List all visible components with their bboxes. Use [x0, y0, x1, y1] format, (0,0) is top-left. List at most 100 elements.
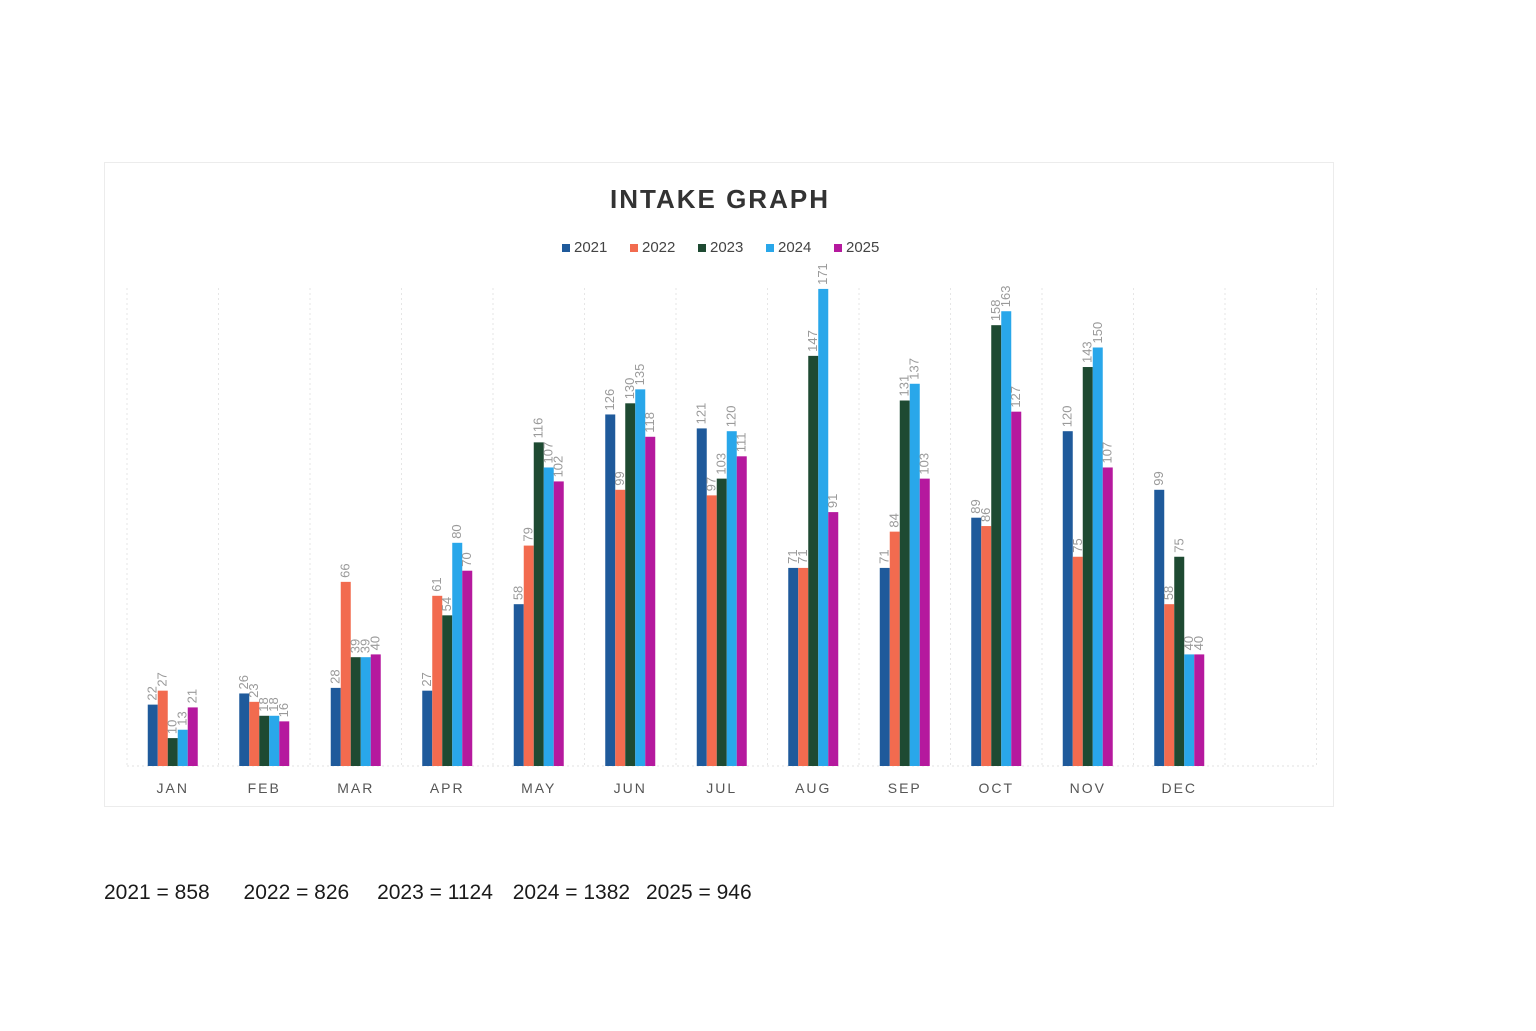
bar-sep-2024 — [909, 383, 920, 766]
bar-apr-2025 — [462, 570, 473, 766]
bar-may-2024 — [543, 467, 554, 766]
value-label-sep-2023: 131 — [897, 375, 912, 397]
value-label-feb-2023: 18 — [256, 697, 271, 711]
value-label-aug-2023: 147 — [805, 330, 820, 352]
value-label-feb-2021: 26 — [236, 675, 251, 689]
bar-jan-2025 — [187, 707, 198, 766]
bar-dec-2024 — [1184, 654, 1195, 766]
bar-sep-2023 — [899, 400, 910, 766]
value-label-jan-2021: 22 — [145, 686, 160, 700]
bar-oct-2025 — [1011, 411, 1022, 766]
value-label-apr-2024: 80 — [449, 524, 464, 538]
bar-apr-2022 — [432, 595, 443, 766]
value-label-mar-2025: 40 — [368, 636, 383, 650]
value-label-feb-2024: 18 — [266, 697, 281, 711]
x-tick-aug: AUG — [795, 780, 831, 796]
bar-oct-2023 — [991, 325, 1002, 766]
bar-aug-2023 — [808, 355, 819, 766]
x-tick-apr: APR — [430, 780, 465, 796]
bar-oct-2022 — [981, 526, 992, 766]
legend-label-2023: 2023 — [710, 239, 743, 256]
bar-apr-2024 — [452, 542, 463, 766]
value-label-jun-2021: 126 — [602, 389, 617, 411]
bar-mar-2022 — [340, 581, 351, 766]
bar-jan-2023 — [167, 738, 178, 766]
bar-oct-2024 — [1001, 311, 1012, 766]
legend-swatch-2023 — [698, 244, 706, 252]
bar-nov-2021 — [1062, 431, 1073, 766]
value-label-sep-2025: 103 — [917, 453, 932, 475]
bar-jul-2023 — [716, 478, 727, 766]
x-tick-dec: DEC — [1161, 780, 1197, 796]
bar-mar-2025 — [370, 654, 381, 766]
bar-nov-2024 — [1092, 347, 1103, 766]
chart-value-labels: 2227101321262318181628663939402761548070… — [145, 263, 1207, 734]
bar-mar-2023 — [350, 657, 361, 766]
value-label-aug-2021: 71 — [785, 549, 800, 563]
legend-label-2022: 2022 — [642, 239, 675, 256]
value-label-sep-2021: 71 — [877, 549, 892, 563]
bar-jun-2023 — [625, 403, 636, 766]
value-label-dec-2023: 75 — [1171, 538, 1186, 552]
value-label-aug-2024: 171 — [815, 263, 830, 285]
value-label-oct-2022: 86 — [978, 508, 993, 522]
bar-dec-2025 — [1194, 654, 1205, 766]
yearly-totals: 2021 = 858 2022 = 826 2023 = 1124 2024 =… — [104, 881, 752, 905]
value-label-apr-2025: 70 — [459, 552, 474, 566]
bar-aug-2022 — [798, 567, 809, 766]
bar-jun-2021 — [605, 414, 616, 766]
value-label-jan-2022: 27 — [155, 672, 170, 686]
bar-jan-2022 — [157, 690, 168, 766]
bar-mar-2021 — [330, 687, 341, 766]
value-label-nov-2022: 75 — [1070, 538, 1085, 552]
bar-apr-2021 — [422, 690, 433, 766]
bar-jun-2025 — [645, 436, 656, 766]
bar-dec-2023 — [1174, 556, 1185, 766]
bar-may-2025 — [553, 481, 564, 766]
legend-swatch-2022 — [630, 244, 638, 252]
bar-apr-2023 — [442, 615, 453, 766]
bar-jan-2021 — [147, 704, 158, 766]
value-label-sep-2022: 84 — [887, 513, 902, 527]
total-2022: 2022 = 826 — [243, 881, 350, 904]
bar-feb-2021 — [239, 693, 250, 766]
value-label-may-2023: 116 — [531, 418, 546, 439]
x-tick-sep: SEP — [888, 780, 922, 796]
value-label-oct-2025: 127 — [1008, 386, 1023, 408]
bar-feb-2023 — [259, 715, 270, 766]
value-label-jun-2023: 130 — [622, 378, 637, 400]
value-label-nov-2024: 150 — [1090, 322, 1105, 344]
bar-sep-2025 — [919, 478, 930, 766]
bar-aug-2021 — [788, 567, 799, 766]
x-tick-feb: FEB — [248, 780, 281, 796]
value-label-oct-2023: 158 — [988, 299, 1003, 321]
value-label-aug-2022: 71 — [795, 549, 810, 563]
value-label-mar-2022: 66 — [338, 563, 353, 577]
total-2024: 2024 = 1382 — [512, 881, 631, 904]
value-label-apr-2021: 27 — [419, 672, 434, 686]
value-label-dec-2025: 40 — [1191, 636, 1206, 650]
x-tick-oct: OCT — [978, 780, 1014, 796]
value-label-dec-2024: 40 — [1181, 636, 1196, 650]
legend-swatch-2024 — [766, 244, 774, 252]
chart-legend: 2021 2022 2023 2024 2025 — [562, 239, 879, 256]
value-label-jan-2025: 21 — [185, 689, 200, 703]
chart-bars — [147, 288, 1205, 766]
value-label-apr-2023: 54 — [439, 597, 454, 611]
bar-may-2021 — [513, 604, 524, 766]
x-tick-may: MAY — [521, 780, 556, 796]
bar-jun-2022 — [615, 489, 626, 766]
value-label-may-2024: 107 — [541, 442, 556, 464]
bar-feb-2022 — [249, 701, 260, 766]
legend-swatch-2021 — [562, 244, 570, 252]
value-label-dec-2021: 99 — [1151, 471, 1166, 485]
value-label-jul-2022: 97 — [704, 477, 719, 491]
bar-jun-2024 — [635, 389, 646, 766]
bar-jan-2024 — [177, 729, 188, 766]
value-label-jul-2025: 111 — [734, 433, 749, 453]
x-tick-jul: JUL — [706, 780, 737, 796]
legend-swatch-2025 — [834, 244, 842, 252]
value-label-nov-2021: 120 — [1060, 405, 1075, 427]
value-label-sep-2024: 137 — [907, 358, 922, 380]
value-label-jun-2025: 118 — [642, 412, 657, 433]
